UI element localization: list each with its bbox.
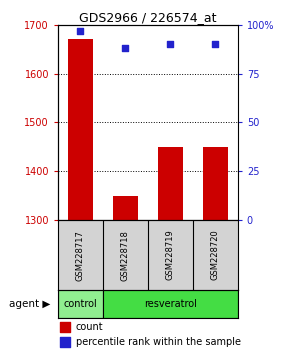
Bar	[103, 290, 238, 318]
Text: GSM228720: GSM228720	[211, 230, 220, 280]
Bar	[58, 290, 103, 318]
Bar	[113, 196, 138, 220]
Text: GSM228717: GSM228717	[76, 230, 85, 280]
Bar	[203, 147, 228, 220]
Title: GDS2966 / 226574_at: GDS2966 / 226574_at	[79, 11, 217, 24]
Point	[63, 324, 68, 330]
Point	[213, 41, 218, 47]
Point	[63, 339, 68, 345]
Text: control: control	[64, 299, 97, 309]
Text: agent ▶: agent ▶	[8, 299, 50, 309]
Bar	[68, 39, 93, 220]
Point	[78, 28, 83, 34]
Point	[123, 45, 128, 51]
Bar	[158, 147, 183, 220]
Text: count: count	[76, 322, 104, 332]
Text: GSM228718: GSM228718	[121, 230, 130, 280]
Text: resveratrol: resveratrol	[144, 299, 197, 309]
Text: percentile rank within the sample: percentile rank within the sample	[76, 337, 241, 347]
Text: GSM228719: GSM228719	[166, 230, 175, 280]
Point	[168, 41, 173, 47]
